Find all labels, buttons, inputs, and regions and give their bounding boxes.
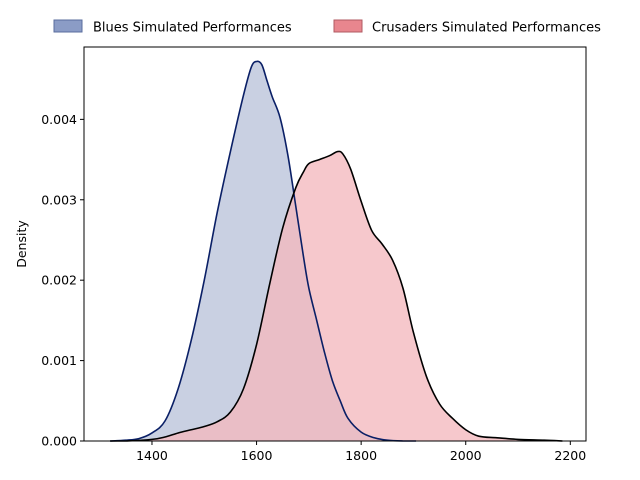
y-tick-label: 0.003 <box>41 192 77 207</box>
y-tick-label: 0.004 <box>41 112 77 127</box>
x-tick-label: 1600 <box>241 448 273 463</box>
plot-area <box>83 46 587 442</box>
legend-swatch-crusaders <box>333 19 363 33</box>
blues-density-line <box>110 60 417 442</box>
y-axis: 0.000 0.001 0.002 0.003 0.004 <box>41 112 84 449</box>
y-axis-label: Density <box>14 220 29 268</box>
series-layer <box>110 60 563 442</box>
legend-swatch-blues <box>53 19 83 33</box>
y-tick-label: 0.000 <box>41 434 77 449</box>
legend: Blues Simulated Performances Crusaders Si… <box>53 19 601 36</box>
blues-density-fill <box>110 61 417 441</box>
x-axis: 1400 1600 1800 2000 2200 <box>136 441 586 463</box>
y-tick-label: 0.001 <box>41 353 77 368</box>
legend-label-crusaders: Crusaders Simulated Performances <box>372 21 601 36</box>
crusaders-density-fill <box>110 151 563 441</box>
x-tick-label: 2200 <box>554 448 586 463</box>
legend-label-blues: Blues Simulated Performances <box>93 21 292 36</box>
crusaders-density-line <box>110 150 563 442</box>
x-tick-label: 2000 <box>450 448 482 463</box>
x-tick-label: 1800 <box>345 448 377 463</box>
plot-frame <box>83 46 587 442</box>
y-tick-label: 0.002 <box>41 273 77 288</box>
x-tick-label: 1400 <box>136 448 168 463</box>
